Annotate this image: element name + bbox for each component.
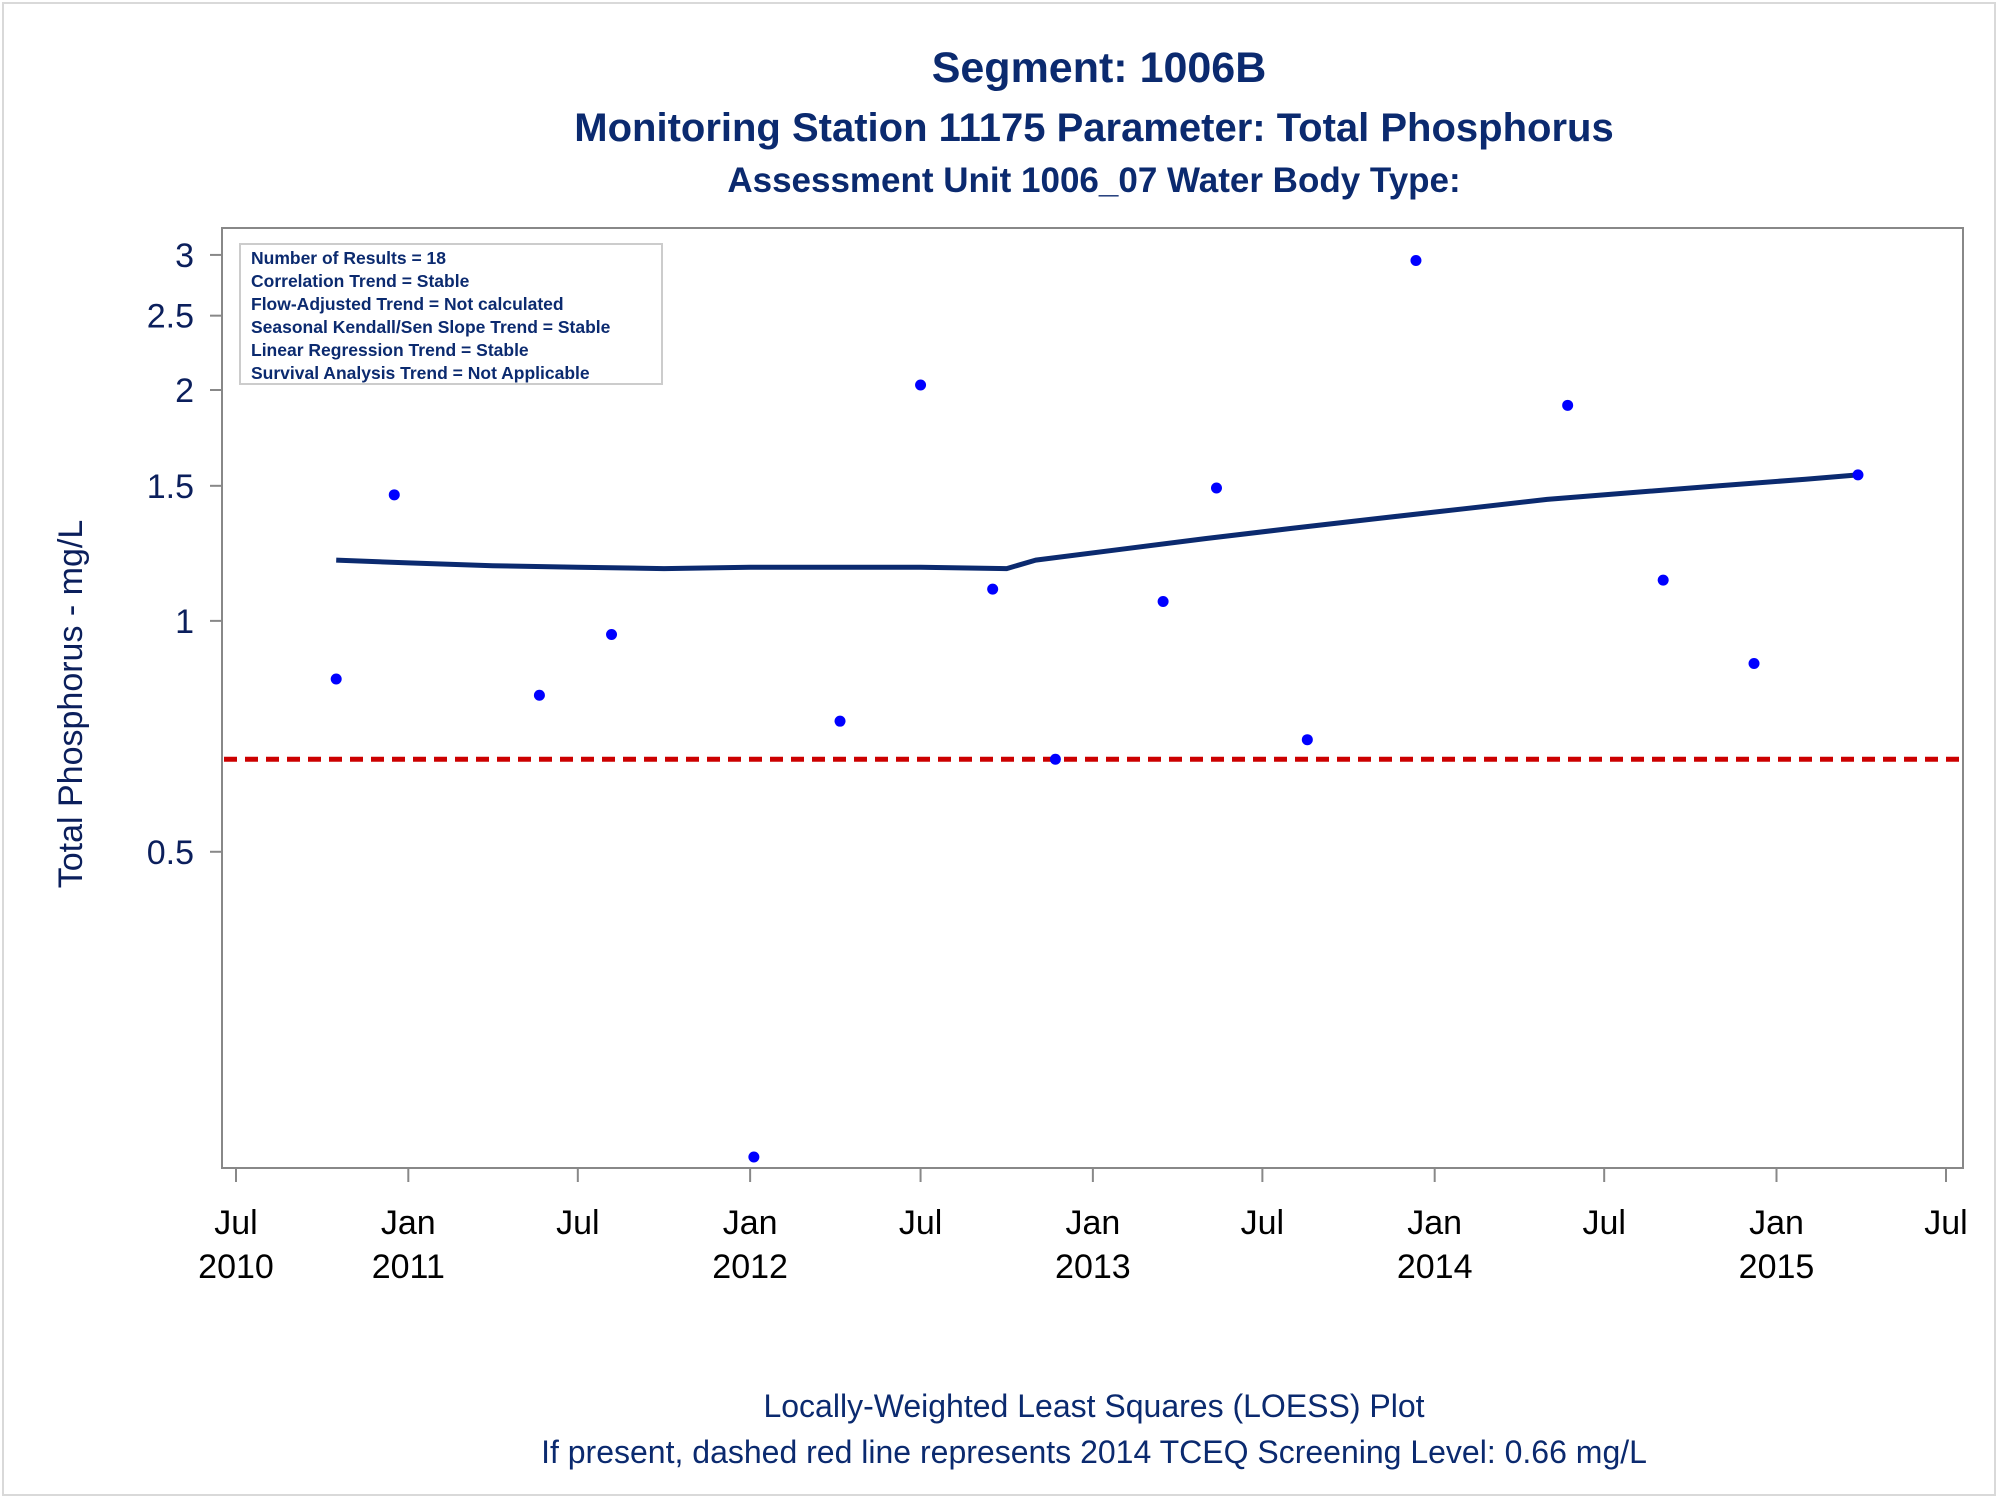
- y-tick-label: 0.5: [147, 834, 194, 872]
- x-tick-year-label: 2011: [372, 1248, 445, 1286]
- loess-line: [336, 472, 1859, 572]
- data-point: [388, 489, 400, 501]
- inset-line-1: Number of Results = 18: [251, 248, 446, 268]
- data-point: [330, 673, 342, 685]
- data-point: [1301, 734, 1313, 746]
- chart-title: Segment: 1006B: [932, 44, 1267, 92]
- x-tick-year-label: 2015: [1739, 1248, 1815, 1286]
- x-tick-year-label: 2012: [712, 1248, 788, 1286]
- x-tick-label: Jul: [1241, 1204, 1284, 1242]
- data-point: [987, 583, 999, 595]
- x-tick-label: Jul: [556, 1204, 599, 1242]
- y-tick-label: 2: [175, 372, 194, 410]
- x-tick-label: Jan: [1407, 1204, 1462, 1242]
- data-point: [748, 1151, 760, 1163]
- inset-line-5: Linear Regression Trend = Stable: [251, 340, 529, 360]
- inset-line-3: Flow-Adjusted Trend = Not calculated: [251, 294, 564, 314]
- footnote-loess: Locally-Weighted Least Squares (LOESS) P…: [763, 1388, 1424, 1424]
- trend-summary-box: Number of Results = 18 Correlation Trend…: [239, 243, 663, 385]
- x-tick-label: Jan: [1749, 1204, 1804, 1242]
- data-point: [834, 715, 846, 727]
- y-tick-label: 3: [175, 237, 194, 275]
- trend-summary-border: [239, 243, 663, 385]
- data-point: [533, 689, 545, 701]
- x-tick-label: Jul: [1924, 1204, 1967, 1242]
- data-point: [1657, 574, 1669, 586]
- data-point: [1852, 469, 1864, 481]
- data-point: [1210, 482, 1222, 494]
- x-tick-label: Jul: [214, 1204, 257, 1242]
- data-point: [1157, 595, 1169, 607]
- chart-subtitle-2: Assessment Unit 1006_07 Water Body Type:: [727, 161, 1460, 200]
- x-tick-label: Jan: [1065, 1204, 1120, 1242]
- data-point: [1410, 255, 1422, 267]
- data-point: [1748, 657, 1760, 669]
- chart-subtitle: Monitoring Station 11175 Parameter: Tota…: [574, 106, 1613, 150]
- data-point: [606, 628, 618, 640]
- points-layer: [330, 255, 1864, 1163]
- y-tick-label: 1.5: [147, 468, 194, 506]
- inset-line-6: Survival Analysis Trend = Not Applicable: [251, 363, 590, 383]
- x-tick-label: Jul: [899, 1204, 942, 1242]
- y-tick-label: 2.5: [147, 298, 194, 336]
- chart-canvas: Segment: 1006B Monitoring Station 11175 …: [52, 44, 1968, 1470]
- loess-layer: [336, 472, 1859, 572]
- y-tick-label: 1: [175, 603, 194, 641]
- x-axis: Jul 2010 Jan 2011 Jul Jan 2012 Jul Jan 2013 Jul Jan…: [198, 1168, 1968, 1286]
- x-tick-year-label: 2013: [1055, 1248, 1131, 1286]
- x-tick-label: Jan: [723, 1204, 778, 1242]
- data-point: [915, 379, 927, 391]
- inset-line-4: Seasonal Kendall/Sen Slope Trend = Stabl…: [251, 317, 611, 337]
- x-tick-year-label: 2014: [1397, 1248, 1473, 1286]
- y-axis: 0.5 1 1.5 2 2.5 3: [147, 237, 222, 872]
- data-point: [1562, 399, 1574, 411]
- data-point: [1049, 753, 1061, 765]
- x-tick-year-label: 2010: [198, 1248, 274, 1286]
- x-tick-label: Jul: [1582, 1204, 1625, 1242]
- footnote-screening-level: If present, dashed red line represents 2…: [541, 1434, 1647, 1470]
- y-axis-label: Total Phosphorus - mg/L: [52, 520, 90, 889]
- inset-line-2: Correlation Trend = Stable: [251, 271, 470, 291]
- x-tick-label: Jan: [381, 1204, 436, 1242]
